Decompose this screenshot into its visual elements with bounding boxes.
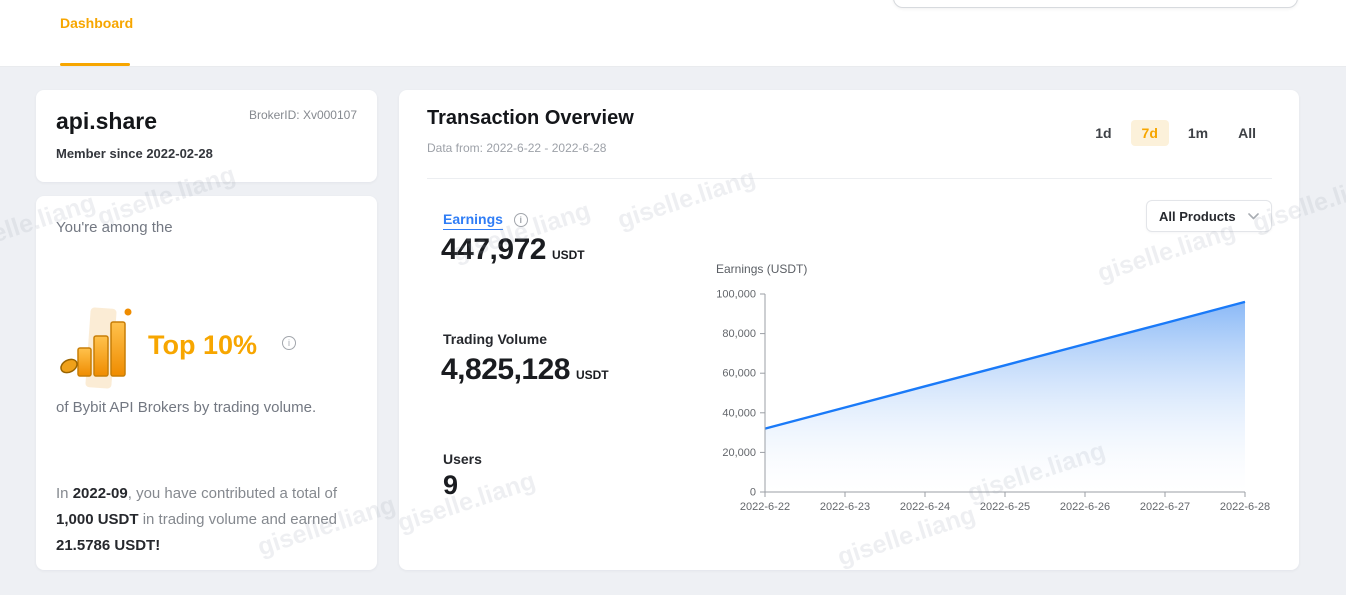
header-divider bbox=[427, 178, 1272, 179]
chart-line bbox=[764, 300, 1246, 430]
rank-intro-text: You're among the bbox=[56, 219, 173, 236]
earnings-value: 447,972 USDT bbox=[441, 233, 585, 266]
rank-card: You're among the Top 10% i of Bybit API … bbox=[36, 196, 377, 570]
svg-text:2022-6-23: 2022-6-23 bbox=[820, 501, 870, 513]
time-range-group: 1d 7d 1m All bbox=[1084, 120, 1267, 146]
svg-text:2022-6-28: 2022-6-28 bbox=[1220, 501, 1270, 513]
broker-id: BrokerID: Xv000107 bbox=[248, 108, 357, 122]
earnings-info-icon[interactable]: i bbox=[513, 213, 528, 228]
trading-volume-value: 4,825,128 USDT bbox=[441, 353, 609, 386]
earnings-chart[interactable]: 0 20,000 40,000 60,000 80,000 100,000 2022-6-2… bbox=[699, 286, 1279, 522]
svg-text:40,000: 40,000 bbox=[722, 407, 756, 419]
rank-top-percent: Top 10% bbox=[148, 330, 258, 360]
range-button-all[interactable]: All bbox=[1238, 125, 1256, 141]
svg-text:60,000: 60,000 bbox=[722, 368, 756, 380]
range-button-1m[interactable]: 1m bbox=[1187, 125, 1209, 141]
transaction-overview-card: Transaction Overview Data from: 2022-6-2… bbox=[399, 90, 1299, 570]
svg-text:2022-6-22: 2022-6-22 bbox=[740, 501, 790, 513]
earnings-label-row: Earnings i bbox=[443, 211, 528, 230]
rank-info-icon[interactable]: i bbox=[282, 336, 296, 350]
trading-volume-label: Trading Volume bbox=[443, 331, 547, 347]
svg-text:0: 0 bbox=[750, 487, 756, 499]
tab-active-indicator bbox=[60, 63, 130, 66]
products-dropdown[interactable]: All Products bbox=[1146, 200, 1272, 232]
profile-card: api.share BrokerID: Xv000107 Member sinc… bbox=[36, 90, 377, 182]
range-button-7d[interactable]: 7d bbox=[1130, 120, 1169, 146]
bar-chart-coin-icon bbox=[58, 302, 134, 397]
earnings-chart-svg: 0 20,000 40,000 60,000 80,000 100,000 2022-6-2… bbox=[716, 289, 1270, 514]
rank-description: of Bybit API Brokers by trading volume. bbox=[56, 399, 317, 416]
products-dropdown-value: All Products bbox=[1159, 208, 1236, 224]
broker-name: api.share bbox=[56, 108, 157, 134]
svg-text:20,000: 20,000 bbox=[722, 447, 756, 459]
chevron-down-icon bbox=[1248, 207, 1259, 225]
users-value: 9 bbox=[443, 470, 458, 500]
chart-title: Earnings (USDT) bbox=[716, 262, 808, 276]
contribution-paragraph: In 2022-09, you have contributed a total… bbox=[56, 485, 338, 554]
search-input[interactable] bbox=[893, 0, 1298, 8]
svg-text:80,000: 80,000 bbox=[722, 328, 756, 340]
chart-area-fill bbox=[765, 301, 1245, 492]
earnings-link[interactable]: Earnings bbox=[443, 211, 503, 230]
trading-volume-unit: USDT bbox=[575, 368, 609, 382]
users-label: Users bbox=[443, 451, 482, 467]
date-range-subtitle: Data from: 2022-6-22 - 2022-6-28 bbox=[427, 141, 607, 155]
svg-text:2022-6-26: 2022-6-26 bbox=[1060, 501, 1110, 513]
range-button-1d[interactable]: 1d bbox=[1095, 125, 1112, 141]
tab-dashboard[interactable]: Dashboard bbox=[60, 15, 133, 31]
svg-text:2022-6-24: 2022-6-24 bbox=[900, 501, 950, 513]
svg-text:100,000: 100,000 bbox=[716, 289, 756, 301]
page-title: Transaction Overview bbox=[427, 107, 634, 129]
svg-text:2022-6-27: 2022-6-27 bbox=[1140, 501, 1190, 513]
member-since: Member since 2022-02-28 bbox=[56, 146, 213, 161]
earnings-unit: USDT bbox=[551, 248, 585, 262]
svg-text:2022-6-25: 2022-6-25 bbox=[980, 501, 1030, 513]
topbar: Dashboard bbox=[0, 0, 1346, 67]
tab-dashboard-label: Dashboard bbox=[60, 15, 134, 31]
